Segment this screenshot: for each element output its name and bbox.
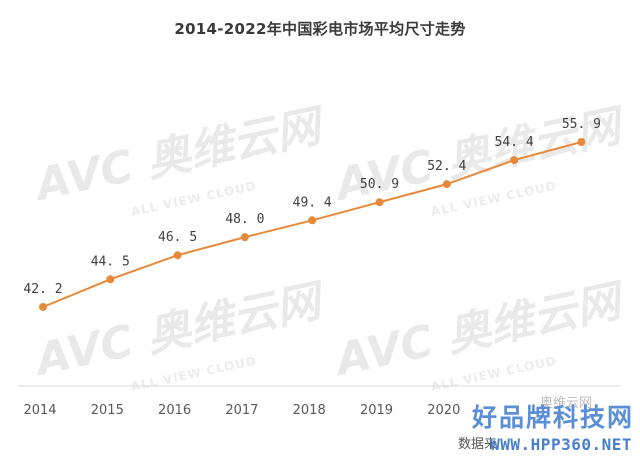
- data-label: 48. 0: [225, 212, 264, 227]
- x-tick-label: 2017: [225, 403, 258, 418]
- x-tick-label: 2019: [360, 403, 393, 418]
- data-point: [442, 180, 451, 189]
- data-point: [510, 156, 519, 165]
- data-point: [375, 198, 384, 207]
- x-tick-label: 2018: [293, 403, 326, 418]
- data-labels: 42. 2 44. 5 46. 5 48. 0 49. 4 50. 9 52. 4 54. 4…: [23, 117, 601, 297]
- x-tick-label: 2016: [158, 403, 191, 418]
- data-point: [106, 275, 115, 284]
- data-label: 49. 4: [293, 195, 332, 210]
- x-tick-labels: 2014 2015 2016 2017 2018 2019 2020: [23, 403, 460, 418]
- data-point: [240, 233, 249, 242]
- data-label: 50. 9: [360, 177, 399, 192]
- data-label: 55. 9: [562, 117, 601, 132]
- x-tick-label: 2020: [427, 403, 460, 418]
- watermark-corner-text: 奥维云网: [540, 396, 593, 411]
- x-tick-label: 2015: [91, 403, 124, 418]
- data-label: 44. 5: [91, 254, 130, 269]
- site-watermark-logo: 好品牌科技网: [471, 403, 634, 432]
- data-point: [308, 216, 317, 225]
- source-note: 数据来: [458, 437, 498, 452]
- data-point: [39, 303, 47, 311]
- data-label: 46. 5: [158, 230, 197, 245]
- data-label: 52. 4: [427, 159, 466, 174]
- data-label: 42. 2: [23, 282, 62, 297]
- data-point: [173, 251, 182, 260]
- site-watermark-url: WWW.HPP360.NET: [490, 435, 632, 454]
- x-tick-label: 2014: [23, 403, 56, 418]
- data-point: [577, 138, 586, 146]
- chart-title: 2014-2022年中国彩电市场平均尺寸走势: [174, 20, 466, 38]
- data-points: [39, 138, 586, 311]
- data-label: 54. 4: [495, 135, 534, 150]
